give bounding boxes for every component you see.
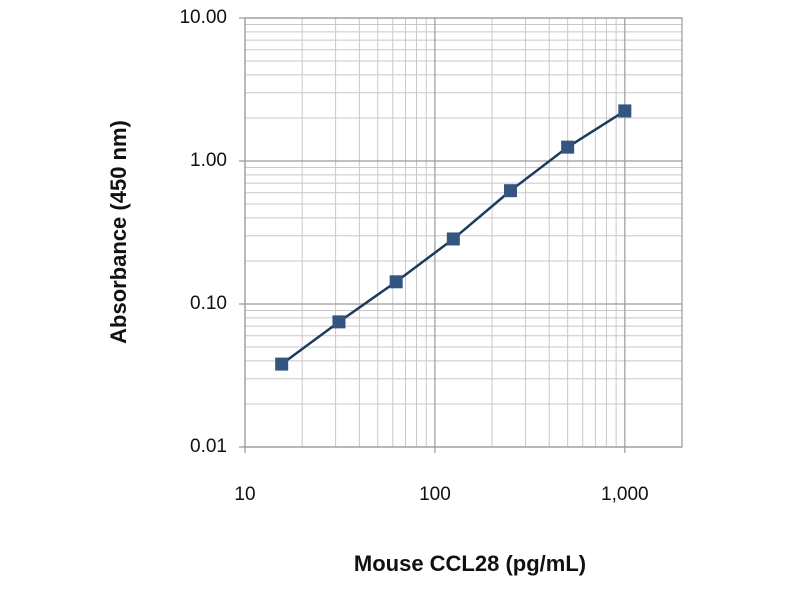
marker — [561, 140, 575, 154]
x-tick-label: 10 — [234, 484, 255, 505]
grid — [239, 17, 682, 453]
y-tick-label: 1.00 — [190, 150, 227, 171]
marker — [503, 184, 517, 198]
marker — [618, 104, 632, 118]
x-axis-title: Mouse CCL28 (pg/mL) — [354, 551, 586, 576]
plot-border — [244, 17, 683, 448]
y-tick-label: 0.01 — [190, 436, 227, 457]
x-tick-label: 100 — [419, 484, 451, 505]
y-tick-label: 10.00 — [179, 7, 227, 28]
y-axis-title: Absorbance (450 nm) — [106, 120, 131, 344]
marker — [389, 275, 403, 289]
marker — [446, 232, 460, 246]
x-tick-label: 1,000 — [601, 484, 649, 505]
marker — [275, 357, 289, 371]
marker — [332, 315, 346, 329]
y-tick-label: 0.10 — [190, 293, 227, 314]
